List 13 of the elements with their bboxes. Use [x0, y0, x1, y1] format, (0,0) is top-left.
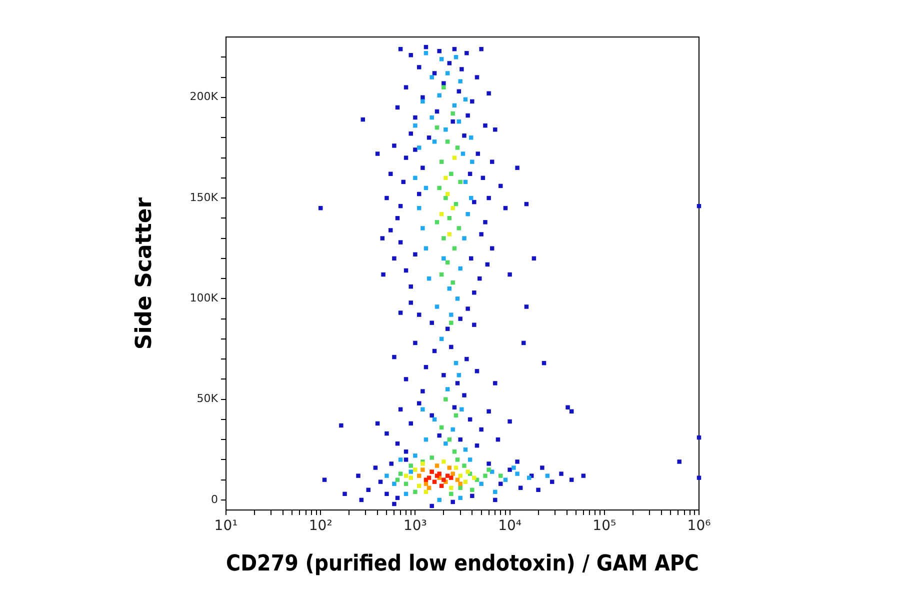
y-tick-label: 100K — [190, 292, 219, 305]
y-axis-title: Side Scatter — [132, 197, 157, 350]
y-tick-label: 50K — [196, 392, 219, 406]
y-tick-label: 150K — [190, 190, 219, 204]
y-tick-label: 200K — [190, 90, 219, 104]
x-tick-label: 10⁴ — [498, 518, 522, 534]
x-tick-label: 10² — [308, 518, 332, 534]
x-tick-label: 10¹ — [214, 518, 238, 534]
y-tick-label: 0 — [211, 492, 218, 506]
x-axis-title: CD279 (purified low endotoxin) / GAM APC — [226, 550, 699, 576]
x-tick-label: 10³ — [403, 518, 427, 534]
x-tick-label: 10⁵ — [592, 518, 616, 534]
x-tick-label: 10⁶ — [687, 518, 712, 534]
